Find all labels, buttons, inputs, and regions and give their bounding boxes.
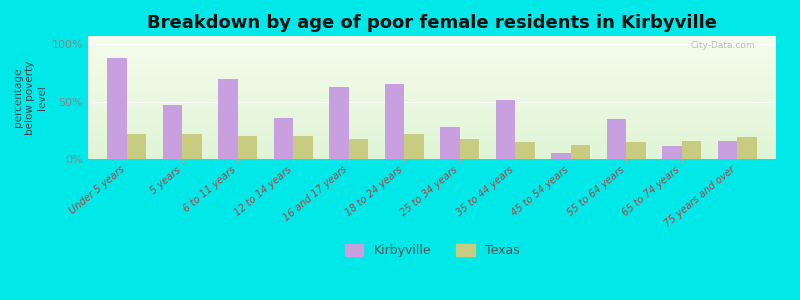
Bar [606,119,626,159]
Bar [385,84,404,159]
Bar [218,79,238,159]
Bar [107,58,127,159]
Text: City-Data.com: City-Data.com [690,41,755,50]
Bar [515,142,534,159]
Bar [294,136,313,159]
Bar [274,118,294,159]
Y-axis label: percentage
below poverty
level: percentage below poverty level [13,60,47,135]
Bar [349,140,368,159]
Bar [682,141,701,159]
Bar [626,142,646,159]
Bar [570,145,590,159]
Bar [737,137,757,159]
Bar [163,105,182,159]
Bar [551,153,570,159]
Bar [127,134,146,159]
Bar [330,87,349,159]
Bar [496,100,515,159]
Legend: Kirbyville, Texas: Kirbyville, Texas [345,244,519,257]
Bar [718,141,737,159]
Bar [182,134,202,159]
Bar [238,136,258,159]
Bar [404,134,424,159]
Title: Breakdown by age of poor female residents in Kirbyville: Breakdown by age of poor female resident… [147,14,717,32]
Bar [662,146,682,159]
Bar [440,127,460,159]
Bar [460,140,479,159]
